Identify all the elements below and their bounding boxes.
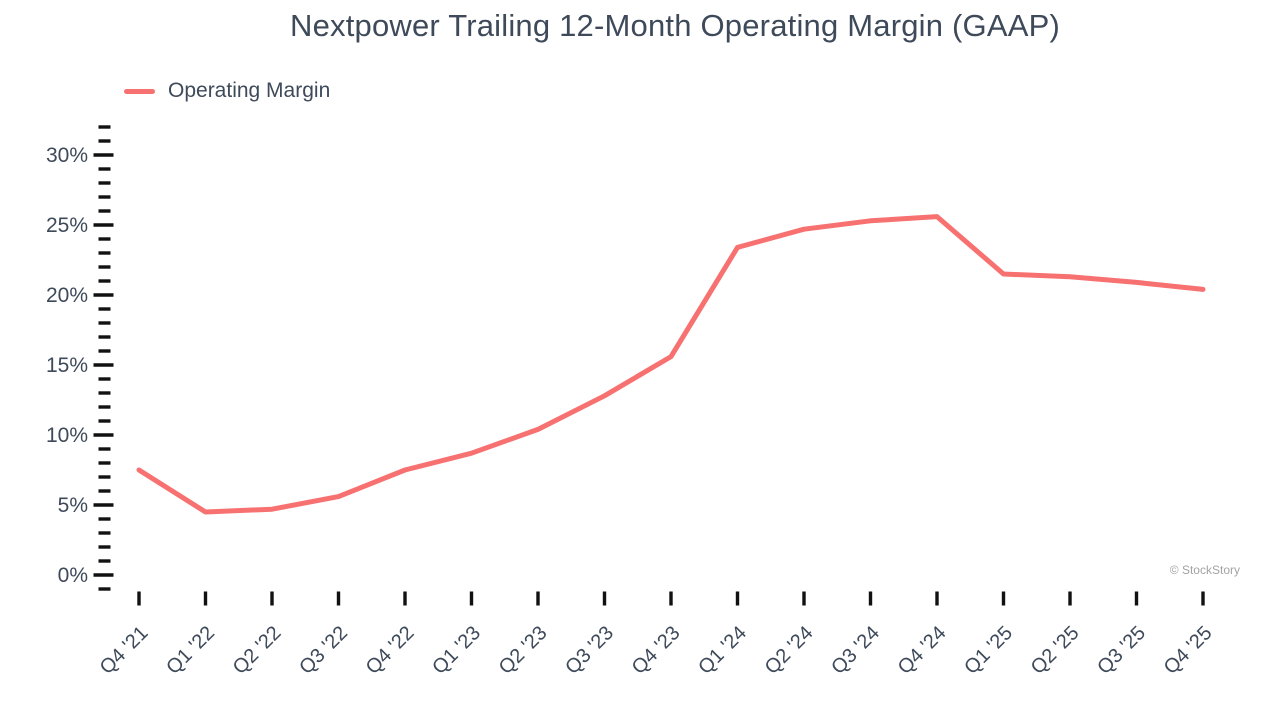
x-axis-tick-label: Q4 '24 <box>894 622 951 679</box>
x-axis-tick-label: Q2 '24 <box>761 622 818 679</box>
x-axis-tick-label: Q2 '23 <box>495 622 552 679</box>
x-axis-tick-label: Q4 '25 <box>1160 622 1217 679</box>
x-axis-tick-label: Q3 '23 <box>561 622 618 679</box>
y-axis-tick-label: 15% <box>46 354 88 377</box>
y-axis-tick-label: 20% <box>46 284 88 307</box>
x-axis-tick-label: Q4 '21 <box>96 622 153 679</box>
x-axis-tick-label: Q2 '25 <box>1027 622 1084 679</box>
x-axis-tick-label: Q1 '23 <box>428 622 485 679</box>
x-axis-tick-label: Q1 '25 <box>960 622 1017 679</box>
x-axis-tick-label: Q4 '23 <box>628 622 685 679</box>
x-axis-tick-label: Q1 '24 <box>694 622 751 679</box>
y-axis-tick-label: 10% <box>46 424 88 447</box>
y-axis-tick-label: 30% <box>46 144 88 167</box>
legend: Operating Margin <box>124 79 330 103</box>
x-axis-tick-label: Q3 '22 <box>295 622 352 679</box>
x-axis-tick-label: Q4 '22 <box>362 622 419 679</box>
x-axis-tick-label: Q1 '22 <box>162 622 219 679</box>
x-axis-tick-label: Q3 '25 <box>1093 622 1150 679</box>
y-axis-tick-label: 25% <box>46 214 88 237</box>
y-axis-tick-label: 0% <box>58 564 88 587</box>
series-line-operating-margin <box>136 214 1206 515</box>
chart-title: Nextpower Trailing 12-Month Operating Ma… <box>289 8 1061 43</box>
watermark: © StockStory <box>1169 563 1240 577</box>
y-axis-tick-label: 5% <box>58 494 88 517</box>
x-axis-tick-label: Q2 '22 <box>229 622 286 679</box>
legend-label: Operating Margin <box>168 79 331 102</box>
x-axis-tick-label: Q3 '24 <box>827 622 884 679</box>
legend-line-swatch <box>124 88 155 94</box>
